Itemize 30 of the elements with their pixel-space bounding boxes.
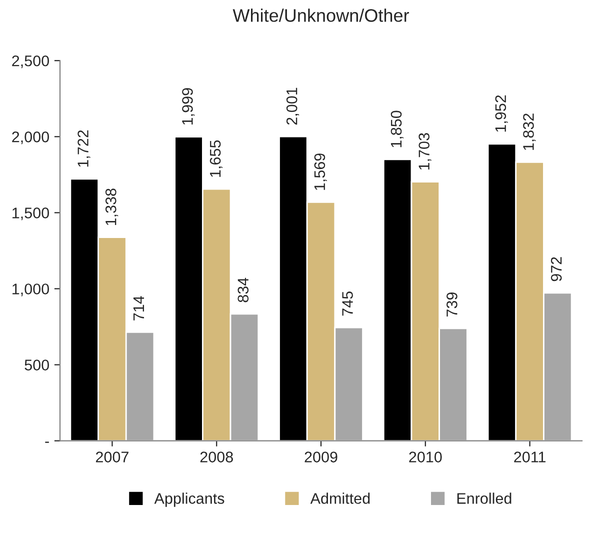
data-label: 714 <box>133 296 144 320</box>
data-label: 972 <box>550 257 562 282</box>
data-label: 1,722 <box>78 130 90 167</box>
legend-label: Enrolled <box>457 492 512 504</box>
x-tick-label: 2011 <box>514 452 546 462</box>
data-label: 2,001 <box>286 88 300 125</box>
x-tick-label: 2007 <box>96 452 128 462</box>
y-tick-label: - <box>45 442 49 443</box>
data-label: 1,655 <box>210 140 223 177</box>
data-label: 745 <box>342 292 353 316</box>
y-tick-label: 2,000 <box>12 132 49 144</box>
data-label: 1,338 <box>105 188 118 226</box>
data-label: 739 <box>446 292 458 317</box>
data-label: 1,850 <box>390 110 404 148</box>
legend-label: Admitted <box>310 492 370 504</box>
chart-title: White/Unknown/Other <box>232 8 410 22</box>
data-label: 1,569 <box>314 154 327 190</box>
x-tick-label: 2010 <box>409 452 442 462</box>
y-tick-label: 1,000 <box>12 284 49 296</box>
y-tick-label: 500 <box>24 360 49 370</box>
x-tick-label: 2008 <box>200 452 233 462</box>
data-label: 1,832 <box>523 114 536 150</box>
data-label: 1,999 <box>182 88 195 125</box>
legend-label: Applicants <box>154 492 224 507</box>
x-tick-label: 2009 <box>304 452 338 462</box>
data-label: 1,952 <box>495 95 508 132</box>
data-label: 1,703 <box>418 133 432 170</box>
y-tick-label: 1,500 <box>12 208 49 220</box>
data-label: 834 <box>238 278 249 302</box>
y-tick-label: 2,500 <box>12 55 49 68</box>
